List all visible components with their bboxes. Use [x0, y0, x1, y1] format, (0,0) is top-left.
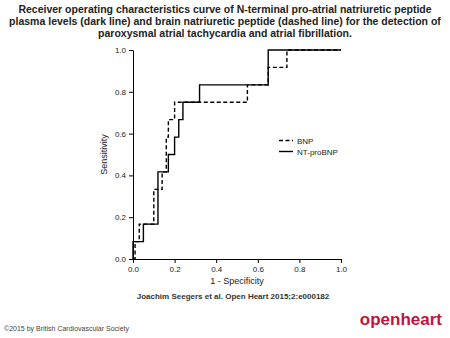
y-tick-label: 0.2: [115, 213, 127, 222]
x-axis-title: 1 - Specificity: [210, 276, 264, 286]
x-tick-mark: [216, 259, 217, 263]
y-tick-mark: [129, 50, 133, 51]
x-tick: 0.6: [253, 259, 265, 274]
chart: Receiver operating characteristics curve…: [0, 0, 450, 338]
x-tick: 0.4: [211, 259, 223, 274]
legend: BNP NT-proBNP: [279, 137, 338, 157]
y-tick: 0.8: [115, 88, 133, 97]
y-tick: 0.0: [115, 255, 133, 264]
x-tick-label: 0.0: [128, 265, 140, 274]
legend-label: NT-proBNP: [297, 148, 338, 157]
y-tick: 0.6: [115, 130, 133, 139]
roc-line: [133, 50, 341, 259]
y-tick-mark: [129, 92, 133, 93]
x-tick-mark: [175, 259, 176, 263]
y-tick-label: 0.6: [115, 130, 127, 139]
y-tick-label: 1.0: [115, 46, 127, 55]
y-axis-title: Sensitivity: [99, 134, 109, 175]
x-tick: 1.0: [336, 259, 348, 274]
y-tick-mark: [129, 259, 133, 260]
x-tick-mark: [299, 259, 300, 263]
y-tick-mark: [129, 134, 133, 135]
x-tick-label: 0.8: [294, 265, 306, 274]
y-axis: 0.0 0.2 0.4 0.6 0.8 1.0: [115, 46, 134, 264]
legend-swatch: [279, 140, 293, 141]
x-tick: 0.0: [128, 259, 140, 274]
x-tick-label: 0.4: [211, 265, 223, 274]
y-tick: 1.0: [115, 46, 133, 55]
x-tick-mark: [341, 259, 342, 263]
y-tick-label: 0.4: [115, 171, 127, 180]
logo: openheart: [360, 310, 443, 329]
plot-lines: [133, 50, 341, 259]
title: Receiver operating characteristics curve…: [9, 3, 441, 39]
legend-label: BNP: [297, 137, 313, 146]
roc-line: [133, 50, 341, 259]
y-tick: 0.4: [115, 171, 133, 180]
legend-swatch: [279, 151, 293, 152]
y-tick-mark: [129, 175, 133, 176]
x-axis: 0.0 0.2 0.4 0.6 0.8 1.0: [128, 259, 348, 274]
y-tick-label: 0.8: [115, 88, 127, 97]
x-tick: 0.8: [294, 259, 306, 274]
y-axis-line: [133, 51, 134, 260]
source: Joachim Seegers et al. Open Heart 2015;2…: [137, 292, 330, 301]
y-tick-label: 0.0: [115, 255, 127, 264]
x-tick-label: 0.2: [170, 265, 182, 274]
x-tick: 0.2: [170, 259, 182, 274]
y-tick-mark: [129, 217, 133, 218]
x-axis-line: [134, 259, 342, 260]
copyright: ©2015 by British Cardiovascular Society: [4, 325, 129, 333]
y-tick: 0.2: [115, 213, 133, 222]
x-tick-label: 0.6: [253, 265, 265, 274]
x-tick-mark: [258, 259, 259, 263]
x-tick-label: 1.0: [336, 265, 348, 274]
